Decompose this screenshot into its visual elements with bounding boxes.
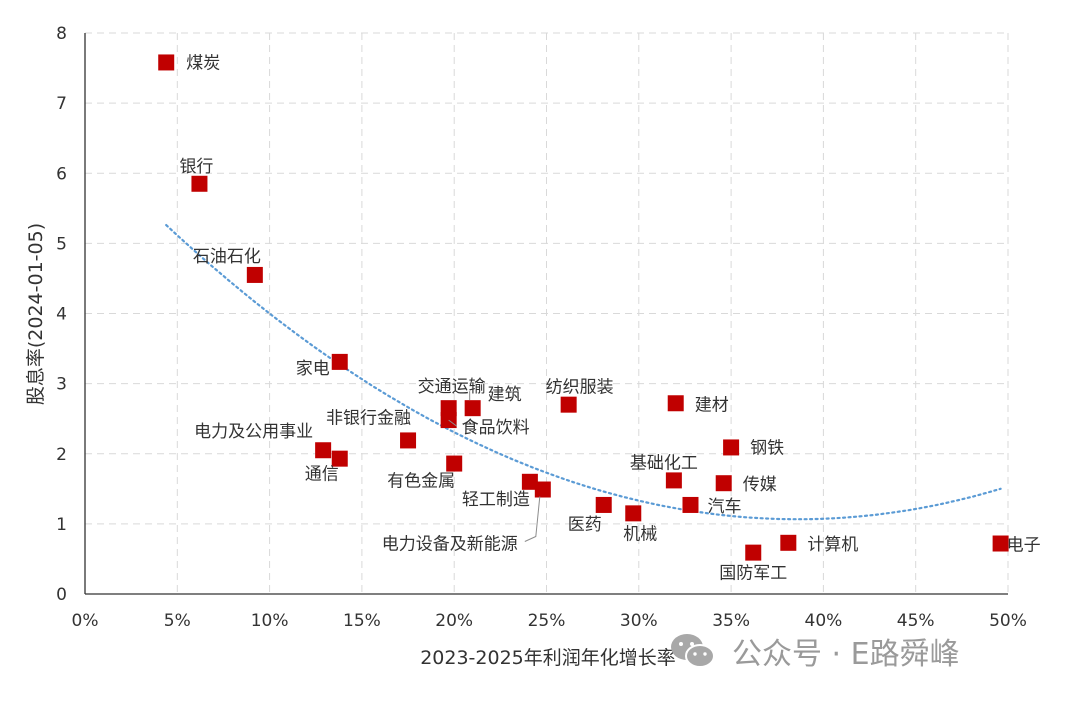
data-point [446, 455, 463, 472]
y-tick-label: 4 [56, 305, 67, 325]
data-point [315, 442, 332, 459]
x-tick-label: 25% [528, 611, 566, 631]
points-layer [158, 54, 1009, 561]
data-point [665, 472, 682, 489]
point-label: 电力设备及新能源 [382, 535, 518, 555]
data-point [560, 396, 577, 413]
y-tick-label: 2 [56, 445, 67, 465]
data-point [625, 505, 642, 522]
point-label: 电子 [1007, 536, 1041, 556]
data-point [521, 473, 538, 490]
y-tick-label: 0 [56, 585, 67, 605]
data-point [723, 439, 740, 456]
point-label: 医药 [568, 515, 602, 535]
data-point [158, 54, 175, 71]
point-label: 建筑 [488, 385, 522, 405]
point-label: 非银行金融 [326, 408, 411, 428]
x-tick-label: 5% [164, 611, 191, 631]
x-tick-label: 15% [343, 611, 381, 631]
data-point [331, 450, 348, 467]
y-axis-title: 股息率(2024-01-05) [25, 223, 47, 405]
data-point [400, 432, 417, 449]
x-tick-label: 40% [805, 611, 843, 631]
y-tick-label: 6 [56, 164, 67, 184]
point-label: 煤炭 [186, 53, 220, 73]
trendline [165, 224, 1002, 521]
point-label: 钢铁 [750, 438, 784, 458]
data-point [992, 535, 1009, 552]
data-point [780, 534, 797, 551]
point-label: 银行 [179, 157, 213, 177]
axes: 0% 5% 10% 15% 20% 25% 30% 35% 40% 45% 50% 0 1 2 3 4 5 6 7 8 [56, 24, 1027, 631]
trendline-layer [165, 224, 1002, 521]
label-leader-line [448, 419, 457, 427]
label-leader-line [524, 496, 541, 542]
point-label: 家电 [296, 359, 330, 379]
point-label: 国防军工 [719, 564, 787, 584]
x-tick-label: 20% [435, 611, 473, 631]
point-label: 基础化工 [630, 453, 698, 473]
y-tick-label: 8 [56, 24, 67, 44]
wechat-icon [671, 634, 715, 668]
y-tick-label: 7 [56, 94, 67, 114]
x-tick-label: 50% [989, 611, 1027, 631]
point-label: 有色金属 [387, 472, 455, 492]
x-tick-label: 0% [72, 611, 99, 631]
point-label: 纺织服装 [546, 378, 614, 398]
x-axis-title: 2023-2025年利润年化增长率 [420, 647, 676, 669]
point-label: 电力及公用事业 [194, 422, 313, 442]
data-point [331, 353, 348, 370]
x-tick-label: 45% [897, 611, 935, 631]
data-point [534, 481, 551, 498]
y-tick-label: 1 [56, 515, 67, 535]
x-tick-label: 30% [620, 611, 658, 631]
watermark: 公众号 · E路舜峰 [668, 626, 960, 676]
data-point [667, 395, 684, 412]
point-label: 通信 [305, 465, 339, 485]
point-label: 轻工制造 [462, 490, 530, 510]
point-label: 石油石化 [193, 247, 261, 267]
point-label: 交通运输 [418, 377, 486, 397]
data-point [246, 266, 263, 283]
y-tick-label: 3 [56, 375, 67, 395]
point-label: 建材 [695, 395, 729, 415]
data-point [595, 496, 612, 513]
data-point [464, 400, 481, 417]
y-tick-label: 5 [56, 234, 67, 254]
x-tick-label: 35% [712, 611, 750, 631]
data-point [191, 175, 208, 192]
data-point [745, 544, 762, 561]
x-tick-label: 10% [251, 611, 289, 631]
point-label: 汽车 [707, 497, 741, 517]
point-label: 食品饮料 [462, 418, 530, 438]
watermark-text: 公众号 · E路舜峰 [732, 637, 960, 672]
data-point [715, 475, 732, 492]
point-label: 计算机 [807, 535, 858, 555]
point-label: 机械 [623, 524, 657, 544]
data-point [682, 496, 699, 513]
point-label: 传媒 [743, 475, 777, 495]
gridlines [85, 32, 1009, 594]
